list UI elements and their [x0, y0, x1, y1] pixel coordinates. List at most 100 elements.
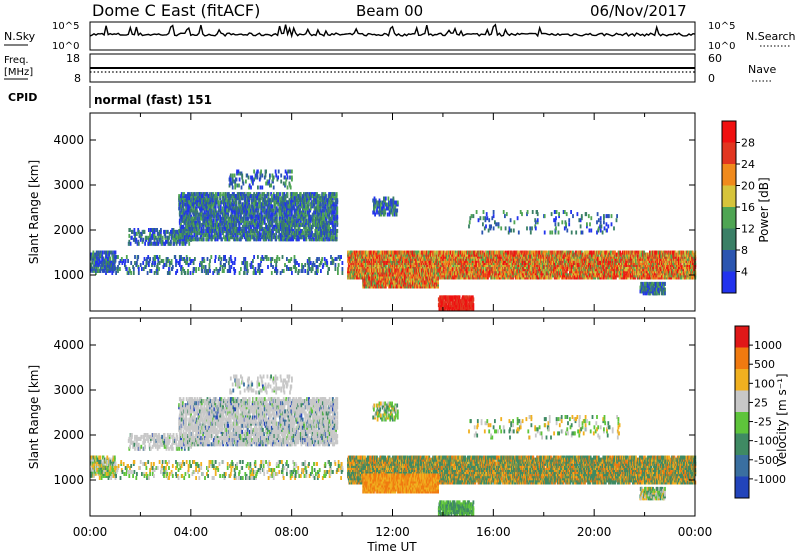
power-cell [137, 241, 140, 246]
power-cell [272, 175, 275, 180]
power-cell [211, 212, 214, 217]
power-cell [336, 214, 339, 219]
power-cell [271, 204, 274, 209]
power-cell [231, 185, 234, 190]
power-cell [209, 192, 211, 197]
power-cell [207, 214, 209, 219]
power-cell [256, 173, 259, 178]
power-cell [190, 227, 192, 231]
power-cell [265, 169, 267, 174]
power-cell [180, 208, 183, 213]
power-cell [212, 218, 215, 223]
power-cell [200, 231, 203, 236]
power-cell [196, 210, 199, 215]
power-cell [226, 214, 228, 219]
power-cell [261, 173, 264, 178]
power-cell [374, 204, 377, 209]
power-cell [114, 250, 117, 255]
power-cell [178, 206, 180, 211]
power-cell [192, 235, 194, 240]
power-cell [216, 212, 219, 217]
freq-tick-top: 18 [66, 52, 80, 65]
freq-tick-bottom: 8 [74, 72, 81, 85]
power-cell [396, 200, 399, 205]
power-cell [105, 262, 107, 267]
power-cell [151, 228, 154, 232]
power-cell [161, 239, 164, 244]
power-cell [226, 198, 229, 203]
power-cell [209, 200, 211, 205]
power-cell [235, 177, 238, 182]
power-cell [188, 214, 191, 219]
power-cell [333, 210, 336, 215]
power-cell [217, 192, 220, 197]
power-cell [165, 229, 168, 234]
power-cell [233, 173, 236, 178]
power-cell [187, 237, 189, 242]
power-cell [267, 192, 270, 197]
power-cell [270, 183, 272, 188]
nsky-strip: N.Sky 10^5 10^0 10^5 10^0 N.Search [4, 21, 796, 52]
power-cell [185, 239, 188, 244]
power-cell [105, 252, 108, 257]
power-cell [280, 173, 283, 178]
power-cell [325, 194, 327, 199]
power-cell [175, 233, 178, 238]
power-cell [240, 185, 243, 190]
power-cell [222, 231, 225, 236]
power-cell [242, 181, 245, 186]
power-cell [214, 231, 216, 236]
power-cell [209, 212, 211, 217]
power-cell [179, 200, 182, 205]
power-cell [108, 252, 111, 257]
power-cell [231, 181, 233, 186]
power-cell [336, 198, 339, 203]
power-cell [177, 235, 179, 240]
power-cell [202, 212, 204, 217]
power-cell [200, 214, 203, 219]
power-cell [212, 214, 215, 219]
power-cell [225, 237, 228, 242]
power-cell [103, 268, 105, 273]
power-cell [386, 212, 389, 217]
power-cell [180, 233, 182, 238]
power-cell [387, 196, 390, 201]
power-cell [189, 231, 192, 236]
power-cell [226, 235, 228, 240]
power-cell [211, 233, 213, 238]
power-cell [289, 169, 291, 174]
power-cell [213, 214, 216, 219]
power-cell [247, 175, 250, 180]
power-cell [206, 208, 208, 213]
power-cell [191, 218, 194, 223]
power-cell [134, 231, 136, 236]
power-cell [102, 262, 105, 267]
power-cell [237, 169, 240, 174]
power-cell [227, 233, 230, 238]
power-cell [154, 228, 157, 232]
power-cell [181, 237, 184, 242]
power-cell [182, 224, 185, 229]
power-cell [129, 241, 132, 246]
power-cell [184, 241, 187, 246]
power-cell [224, 235, 227, 240]
power-cell [184, 210, 187, 215]
power-cell [206, 218, 208, 223]
power-cell [260, 169, 262, 174]
power-cell [204, 233, 207, 238]
power-cell [259, 185, 262, 190]
power-cell [112, 254, 114, 259]
power-cell [92, 250, 95, 255]
power-cell [224, 200, 227, 205]
power-cell [336, 229, 339, 233]
power-cell [211, 237, 213, 242]
power-cell [199, 235, 202, 240]
power-cell [199, 220, 201, 225]
power-cell [188, 241, 191, 246]
power-cell [195, 220, 197, 225]
power-cell [198, 212, 201, 217]
power-cell [304, 210, 307, 215]
power-cell [182, 192, 184, 197]
power-cell [193, 222, 196, 227]
